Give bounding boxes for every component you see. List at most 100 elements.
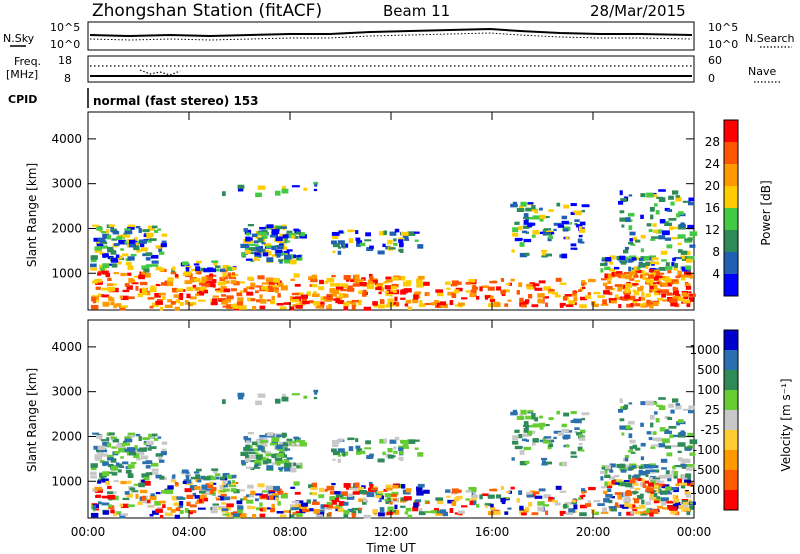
power-cell <box>484 297 489 300</box>
power-cell <box>239 305 247 310</box>
power-cell <box>231 267 237 271</box>
power-cell <box>593 303 599 307</box>
velocity-cell <box>470 497 477 501</box>
power-cell <box>639 274 643 279</box>
power-cell <box>139 281 148 286</box>
power-cell <box>522 225 530 229</box>
velocity-cell <box>683 504 689 508</box>
velocity-cell <box>400 505 406 508</box>
velocity-cell <box>680 483 686 489</box>
power-cell <box>502 289 509 292</box>
power-cell <box>281 252 286 256</box>
power-cell <box>232 305 240 309</box>
power-cell <box>154 292 161 298</box>
power-cell <box>100 267 105 271</box>
velocity-cell <box>222 474 230 478</box>
power-cell <box>333 298 340 301</box>
power-cell <box>553 222 562 226</box>
power-cell <box>332 250 336 253</box>
velocity-cell <box>328 511 332 516</box>
velocity-cell <box>221 399 226 405</box>
power-cell <box>142 229 150 232</box>
power-cell <box>262 252 269 257</box>
power-cell <box>401 238 410 241</box>
velocity-cell <box>525 424 534 428</box>
power-cell <box>525 207 532 212</box>
power-cell <box>563 204 570 209</box>
velocity-cell <box>92 508 96 512</box>
cpid-text: normal (fast stereo) 153 <box>93 94 259 108</box>
power-cell <box>119 295 123 300</box>
velocity-cell <box>241 460 246 465</box>
power-cell <box>275 236 283 242</box>
velocity-cell <box>243 496 248 501</box>
velocity-cell <box>542 437 548 442</box>
power-cell <box>223 272 227 276</box>
power-cell <box>172 287 178 293</box>
power-cell <box>545 253 553 257</box>
velocity-cell <box>668 425 677 429</box>
velocity-cell <box>143 442 148 445</box>
velocity-cell <box>489 488 498 492</box>
power-cell <box>684 240 691 243</box>
power-cell <box>525 231 530 234</box>
power-cell <box>628 225 633 231</box>
velocity-cell <box>505 491 511 494</box>
velocity-cell <box>222 513 230 516</box>
power-cell <box>379 287 385 292</box>
velocity-cell <box>487 494 495 499</box>
velocity-cell <box>638 465 644 469</box>
velocity-cell <box>686 511 691 516</box>
velocity-cell <box>93 445 102 450</box>
velocity-cell <box>149 513 154 517</box>
colorbar-tick-label: 20 <box>705 179 720 193</box>
velocity-cell <box>95 494 101 498</box>
velocity-cell <box>507 507 512 510</box>
velocity-cell <box>300 502 308 507</box>
velocity-cell <box>117 463 123 468</box>
velocity-cell <box>624 457 629 462</box>
power-cell <box>684 238 693 243</box>
power-cell <box>184 300 189 305</box>
velocity-cell <box>102 510 109 515</box>
power-cell <box>581 209 586 213</box>
velocity-cell <box>545 424 550 427</box>
power-cell <box>614 294 619 299</box>
power-cell <box>548 209 554 212</box>
power-cell <box>364 239 372 242</box>
velocity-cell <box>500 497 506 503</box>
power-cell <box>271 229 280 234</box>
power-cell <box>190 268 196 272</box>
power-cell <box>145 252 153 256</box>
power-cell <box>545 233 552 236</box>
power-cell <box>263 243 272 246</box>
power-cell <box>335 286 344 290</box>
velocity-cell <box>244 455 250 459</box>
power-cell <box>215 288 221 291</box>
power-cell <box>313 181 319 185</box>
power-cell <box>212 295 220 298</box>
power-cell <box>553 228 557 232</box>
velocity-cell <box>220 494 227 497</box>
velocity-cell <box>442 511 448 517</box>
power-cell <box>496 286 502 291</box>
velocity-cell <box>481 493 489 497</box>
power-cell <box>630 243 636 246</box>
velocity-cell <box>681 464 690 469</box>
velocity-cell <box>404 511 409 515</box>
velocity-cell <box>665 470 670 475</box>
velocity-cell <box>96 434 103 439</box>
velocity-cell <box>129 487 136 491</box>
velocity-cell <box>405 507 412 512</box>
velocity-cell <box>146 440 154 445</box>
power-cell <box>504 303 509 307</box>
power-cell <box>331 291 337 297</box>
velocity-cell <box>649 464 654 469</box>
velocity-cell <box>673 473 678 479</box>
power-cell <box>278 259 284 262</box>
power-cell <box>543 296 550 299</box>
power-cell <box>249 252 256 255</box>
power-cell <box>548 235 554 240</box>
velocity-cell <box>315 514 323 517</box>
power-cell <box>400 276 406 281</box>
